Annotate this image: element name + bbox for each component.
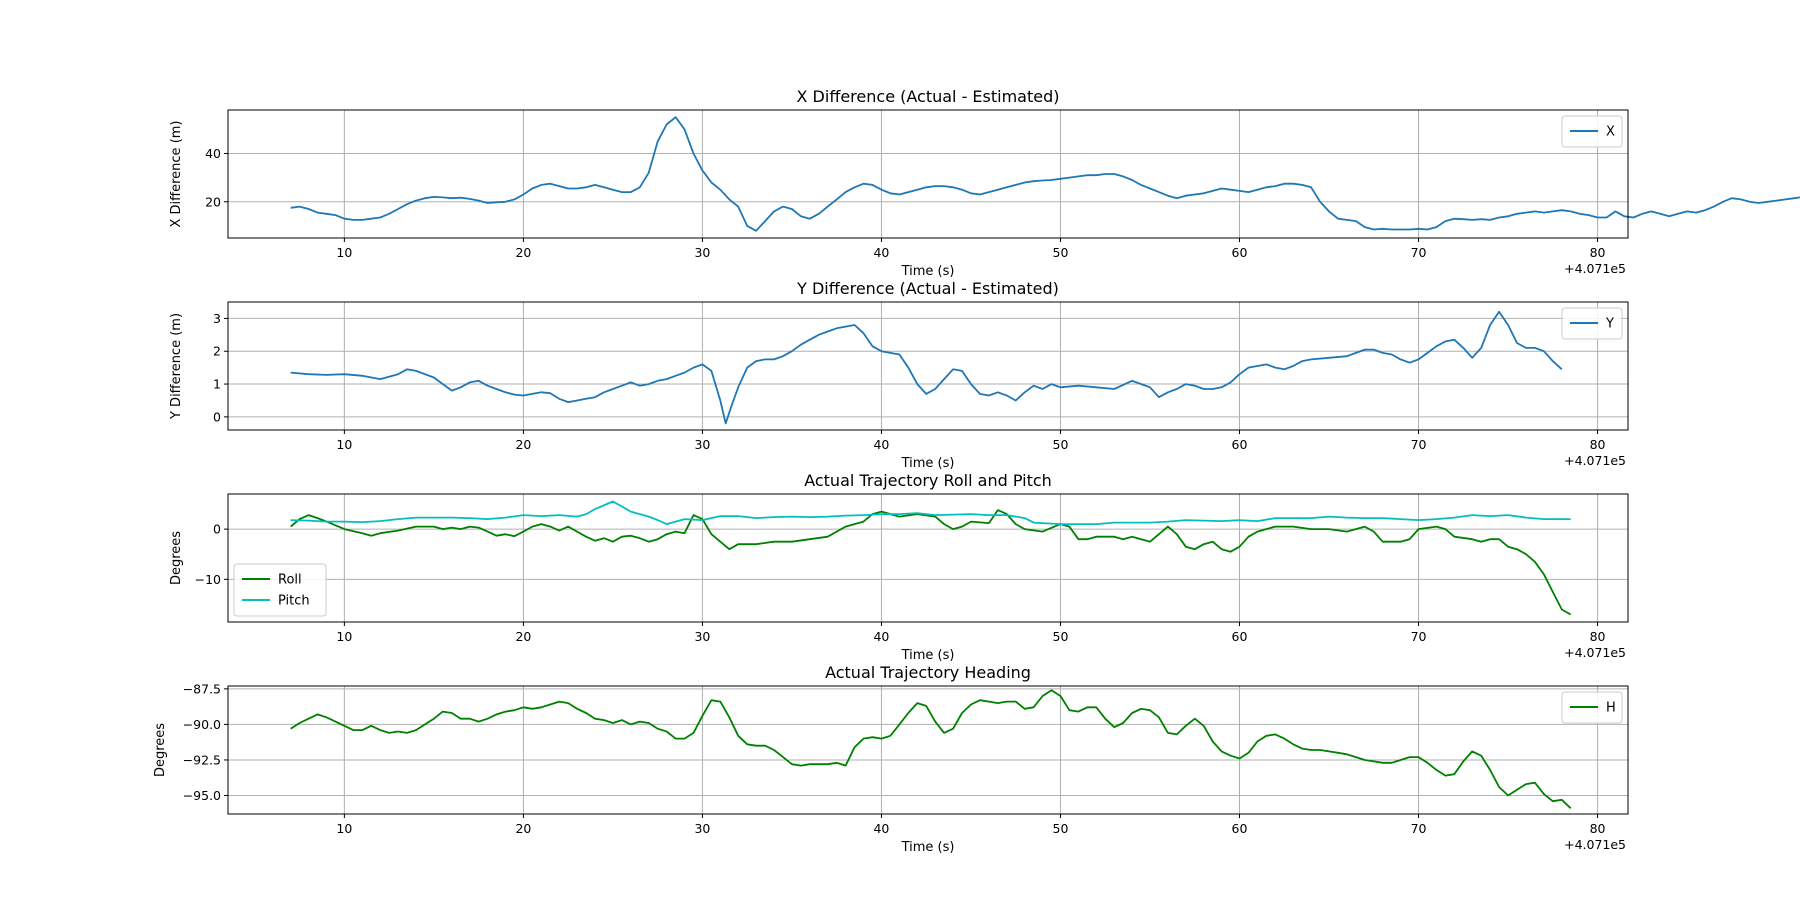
- chart3-xtick-label-3: 40: [873, 821, 889, 836]
- chart2-axes-frame: [227, 493, 1629, 623]
- chart2-legend: [233, 563, 327, 617]
- chart2-legend-label-roll: Roll: [278, 573, 302, 588]
- chart3-xtick-label-1: 20: [515, 821, 531, 836]
- chart1-xtick-label-2: 30: [694, 437, 710, 452]
- chart1-x-offset-label: +4.071e5: [1564, 453, 1626, 468]
- chart2-xtick-label-6: 70: [1411, 629, 1427, 644]
- chart1-xlabel: Time (s): [901, 456, 955, 471]
- chart0-xtick-label-1: 20: [515, 245, 531, 260]
- chart2-ytick-label-1: 0: [213, 522, 221, 537]
- chart1-xtick-label-6: 70: [1411, 437, 1427, 452]
- chart0-xtick-label-7: 80: [1590, 245, 1606, 260]
- chart0-series-x-line: [290, 116, 1800, 232]
- chart3-ytick-label-2: −90.0: [183, 717, 221, 732]
- chart1-ytick-label-2: 2: [213, 344, 221, 359]
- chart1-xtick-label-4: 50: [1053, 437, 1069, 452]
- chart0-xlabel: Time (s): [901, 264, 955, 279]
- chart3-xlabel: Time (s): [901, 840, 955, 855]
- chart2-x-offset-label: +4.071e5: [1564, 645, 1626, 660]
- chart2-xtick-label-5: 60: [1232, 629, 1248, 644]
- chart0-ytick-label-1: 40: [205, 146, 221, 161]
- chart3-ytick-label-0: −95.0: [183, 788, 221, 803]
- chart2-xtick-label-0: 10: [336, 629, 352, 644]
- chart1-axes-frame: [227, 301, 1629, 431]
- chart0-xtick-label-2: 30: [694, 245, 710, 260]
- chart0-x-offset-label: +4.071e5: [1564, 261, 1626, 276]
- chart2-xtick-label-4: 50: [1053, 629, 1069, 644]
- chart1-series-y-line: [290, 310, 1563, 425]
- chart3-xtick-label-7: 80: [1590, 821, 1606, 836]
- chart0-xtick-label-3: 40: [873, 245, 889, 260]
- chart0-xtick-label-4: 50: [1053, 245, 1069, 260]
- chart1-xtick-label-7: 80: [1590, 437, 1606, 452]
- chart3-series-h-line: [290, 689, 1572, 809]
- chart2-title: Actual Trajectory Roll and Pitch: [804, 471, 1052, 490]
- chart1-title: Y Difference (Actual - Estimated): [796, 279, 1059, 298]
- chart1-xtick-label-3: 40: [873, 437, 889, 452]
- chart1-ytick-label-0: 0: [213, 409, 221, 424]
- chart1-legend-label-y: Y: [1605, 317, 1614, 332]
- chart2-ylabel: Degrees: [169, 531, 184, 585]
- chart3-ylabel: Degrees: [153, 723, 168, 777]
- chart0-xtick-label-0: 10: [336, 245, 352, 260]
- chart0-xtick-label-6: 70: [1411, 245, 1427, 260]
- chart0-legend-label-x: X: [1606, 125, 1615, 140]
- chart2-xlabel: Time (s): [901, 648, 955, 663]
- chart2-series-pitch-line: [290, 500, 1571, 525]
- chart3-xtick-label-2: 30: [694, 821, 710, 836]
- chart3-xtick-label-4: 50: [1053, 821, 1069, 836]
- chart0-axes-frame: [227, 109, 1629, 239]
- chart1-xtick-label-0: 10: [336, 437, 352, 452]
- chart3-xtick-label-0: 10: [336, 821, 352, 836]
- chart1-ytick-label-3: 3: [213, 311, 221, 326]
- chart3-xtick-label-6: 70: [1411, 821, 1427, 836]
- chart3-ytick-label-3: −87.5: [183, 681, 221, 696]
- chart3-ytick-label-1: −92.5: [183, 752, 221, 767]
- chart2-series-roll-line: [290, 509, 1572, 616]
- chart3-x-offset-label: +4.071e5: [1564, 837, 1626, 852]
- chart2-ytick-label-0: −10: [195, 572, 221, 587]
- chart3-title: Actual Trajectory Heading: [825, 663, 1031, 682]
- chart2-legend-label-pitch: Pitch: [278, 594, 310, 609]
- chart2-xtick-label-7: 80: [1590, 629, 1606, 644]
- chart1-ytick-label-1: 1: [213, 377, 221, 392]
- chart3-xtick-label-5: 60: [1232, 821, 1248, 836]
- chart0-ytick-label-0: 20: [205, 194, 221, 209]
- chart2-xtick-label-3: 40: [873, 629, 889, 644]
- chart0-xtick-label-5: 60: [1232, 245, 1248, 260]
- chart3-legend-label-h: H: [1606, 701, 1616, 716]
- chart1-xtick-label-5: 60: [1232, 437, 1248, 452]
- chart1-xtick-label-1: 20: [515, 437, 531, 452]
- chart0-title: X Difference (Actual - Estimated): [797, 87, 1060, 106]
- chart2-xtick-label-2: 30: [694, 629, 710, 644]
- chart1-ylabel: Y Difference (m): [169, 313, 184, 420]
- chart0-ylabel: X Difference (m): [169, 121, 184, 228]
- chart2-xtick-label-1: 20: [515, 629, 531, 644]
- chart3-axes-frame: [227, 685, 1629, 815]
